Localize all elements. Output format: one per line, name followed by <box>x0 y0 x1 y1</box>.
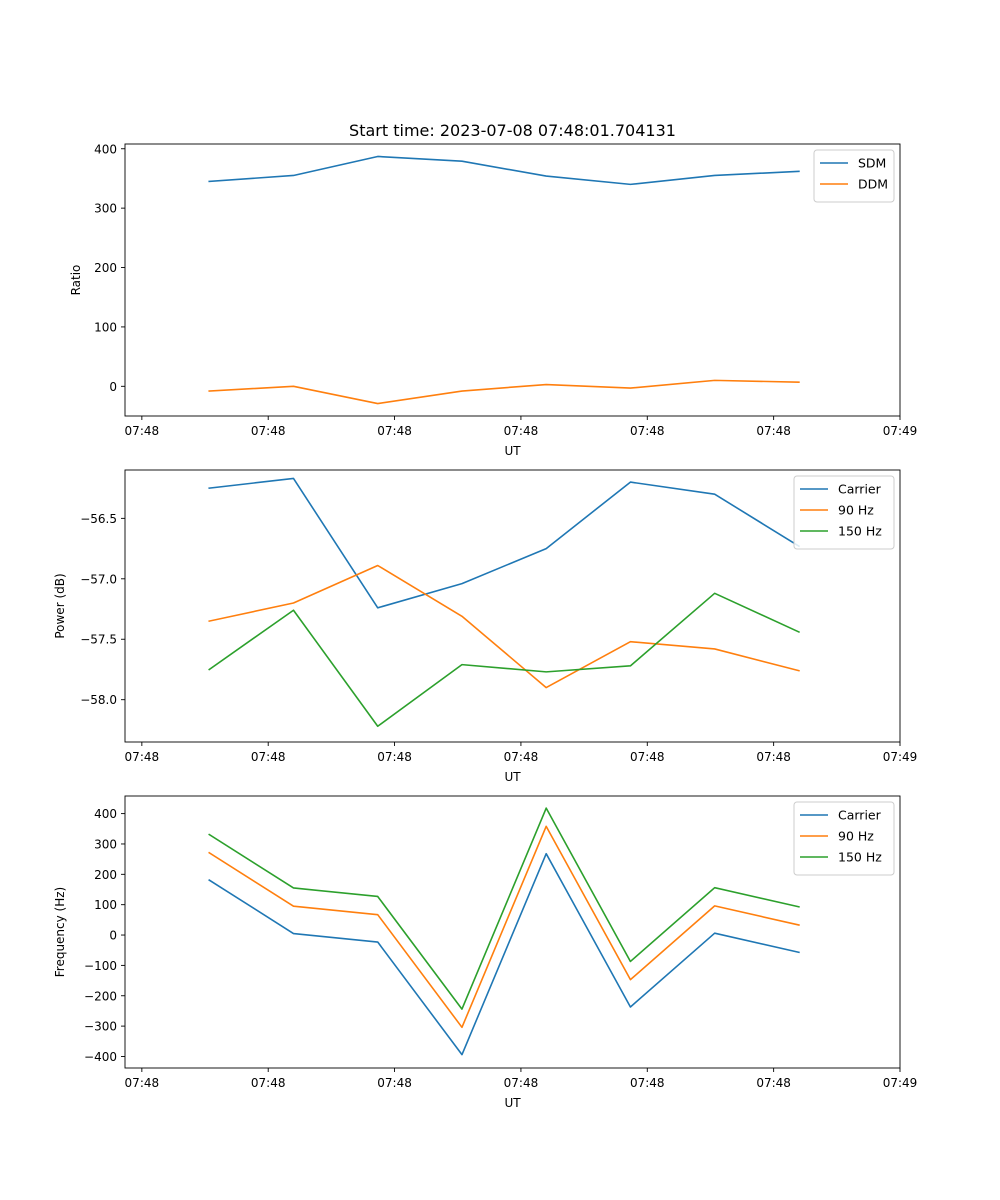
chart-title: Start time: 2023-07-08 07:48:01.704131 <box>349 121 676 140</box>
y-tick-label: 0 <box>109 929 117 943</box>
x-axis-label: UT <box>504 444 521 458</box>
x-axis-label: UT <box>504 770 521 784</box>
x-tick-label: 07:48 <box>125 750 160 764</box>
x-tick-label: 07:48 <box>630 750 665 764</box>
y-tick-label: 200 <box>94 868 117 882</box>
y-tick-label: 0 <box>109 380 117 394</box>
series-line-carrier <box>208 477 801 609</box>
y-tick-label: −57.5 <box>80 633 117 647</box>
legend-label: 150 Hz <box>838 524 882 539</box>
x-tick-label: 07:48 <box>504 750 539 764</box>
legend-label: 150 Hz <box>838 850 882 865</box>
x-tick-label: 07:48 <box>125 424 160 438</box>
x-tick-label: 07:48 <box>504 424 539 438</box>
axes-frame <box>124 469 901 743</box>
x-tick-label: 07:48 <box>756 424 791 438</box>
x-tick-label: 07:49 <box>883 1076 918 1090</box>
legend: Carrier 90 Hz 150 Hz <box>793 475 895 550</box>
y-axis-label: Ratio <box>69 265 83 296</box>
y-tick-label: 400 <box>94 142 117 156</box>
legend-label: DDM <box>858 177 888 192</box>
x-axis-label: UT <box>504 1096 521 1110</box>
x-tick-label: 07:48 <box>377 1076 412 1090</box>
series-line-150-hz <box>208 592 800 728</box>
x-tick-label: 07:49 <box>883 424 918 438</box>
axes-frame <box>124 143 901 417</box>
subplot-2: 07:48 07:48 07:48 07:48 07:48 07:48 07:49 −56.5… <box>53 469 918 784</box>
x-tick-label: 07:49 <box>883 750 918 764</box>
x-tick-label: 07:48 <box>125 1076 160 1090</box>
series-line-sdm <box>208 155 800 186</box>
y-tick-label: −400 <box>84 1050 117 1064</box>
x-tick-label: 07:48 <box>251 424 286 438</box>
legend-label: Carrier <box>838 808 882 823</box>
legend-label: SDM <box>858 156 886 171</box>
y-tick-label: −57.0 <box>80 572 117 586</box>
y-axis-label: Frequency (Hz) <box>53 887 67 978</box>
legend: Carrier 90 Hz 150 Hz <box>793 801 895 876</box>
x-tick-label: 07:48 <box>504 1076 539 1090</box>
legend-label: 90 Hz <box>838 503 874 518</box>
series-line-90-hz <box>208 825 800 1029</box>
series-line-carrier <box>208 852 800 1056</box>
y-tick-label: −200 <box>84 989 117 1003</box>
series-line-150-hz <box>208 807 800 1010</box>
x-tick-label: 07:48 <box>377 750 412 764</box>
x-tick-label: 07:48 <box>756 750 791 764</box>
x-tick-label: 07:48 <box>251 750 286 764</box>
legend-label: 90 Hz <box>838 829 874 844</box>
x-tick-label: 07:48 <box>630 1076 665 1090</box>
series-line-ddm <box>208 379 800 405</box>
y-tick-label: 200 <box>94 261 117 275</box>
axes-frame <box>124 795 901 1069</box>
x-tick-label: 07:48 <box>251 1076 286 1090</box>
legend: SDM DDM <box>813 149 895 203</box>
x-tick-label: 07:48 <box>630 424 665 438</box>
subplot-3: 07:48 07:48 07:48 07:48 07:48 07:48 07:49 400 30… <box>53 795 918 1110</box>
y-axis-label: Power (dB) <box>53 573 67 638</box>
series-line-90-hz <box>208 564 800 689</box>
y-tick-label: 100 <box>94 320 117 334</box>
y-tick-label: 100 <box>94 898 117 912</box>
y-tick-label: −300 <box>84 1020 117 1034</box>
y-tick-label: −100 <box>84 959 117 973</box>
subplot-1: Start time: 2023-07-08 07:48:01.704131 07… <box>69 121 917 458</box>
y-tick-label: 300 <box>94 202 117 216</box>
x-tick-label: 07:48 <box>377 424 412 438</box>
y-tick-label: 300 <box>94 837 117 851</box>
y-tick-label: −56.5 <box>80 512 117 526</box>
legend-label: Carrier <box>838 482 882 497</box>
y-tick-label: −58.0 <box>80 693 117 707</box>
y-tick-label: 400 <box>94 807 117 821</box>
x-tick-label: 07:48 <box>756 1076 791 1090</box>
